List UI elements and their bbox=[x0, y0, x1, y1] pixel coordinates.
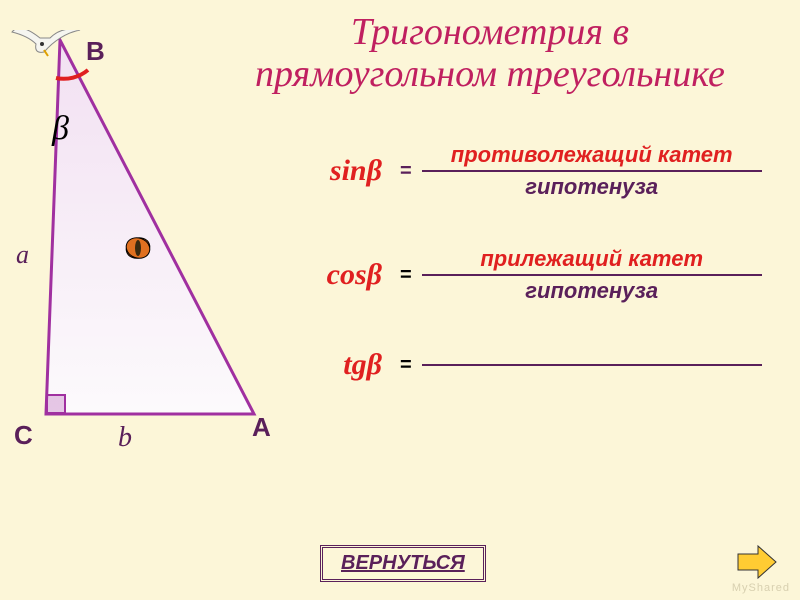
tg-fn-arg: β bbox=[367, 348, 382, 381]
next-arrow-button[interactable] bbox=[736, 544, 778, 580]
sin-fn-arg: β bbox=[367, 154, 382, 187]
cos-numerator: прилежащий катет bbox=[476, 244, 707, 274]
vertex-a-label: A bbox=[252, 412, 271, 443]
formula-cos: cosβ = прилежащий катет гипотенуза bbox=[300, 244, 790, 306]
cos-fn: cosβ bbox=[300, 258, 390, 292]
angle-beta-label: β bbox=[52, 110, 69, 148]
triangle-diagram: B C A a b β bbox=[10, 30, 290, 450]
sin-fn-name: sin bbox=[330, 154, 367, 187]
back-button-label: ВЕРНУТЬСЯ bbox=[341, 552, 465, 574]
watermark: MyShared bbox=[732, 582, 790, 594]
right-angle-marker bbox=[47, 395, 65, 413]
vertex-b-label: B bbox=[86, 36, 105, 67]
tg-fn: tgβ bbox=[300, 348, 390, 382]
cos-equals: = bbox=[390, 264, 422, 287]
sin-equals: = bbox=[390, 160, 422, 183]
triangle-shape bbox=[46, 40, 254, 414]
cos-fraction: прилежащий катет гипотенуза bbox=[422, 244, 762, 306]
tg-equals: = bbox=[390, 354, 422, 377]
bird-icon bbox=[12, 30, 80, 56]
vertex-c-label: C bbox=[14, 420, 33, 451]
side-b-label: b bbox=[118, 422, 132, 454]
sin-denominator: гипотенуза bbox=[521, 172, 662, 202]
cos-fn-name: cos bbox=[327, 258, 367, 291]
sin-fraction: противолежащий катет гипотенуза bbox=[422, 140, 762, 202]
back-button[interactable]: ВЕРНУТЬСЯ bbox=[320, 545, 486, 582]
tg-fraction bbox=[422, 360, 762, 370]
cos-fn-arg: β bbox=[367, 258, 382, 291]
formula-tg: tgβ = bbox=[300, 348, 790, 382]
cos-denominator: гипотенуза bbox=[521, 276, 662, 306]
formula-list: sinβ = противолежащий катет гипотенуза c… bbox=[300, 140, 790, 424]
tg-fn-name: tg bbox=[343, 348, 366, 381]
sin-fn: sinβ bbox=[300, 154, 390, 188]
sin-numerator: противолежащий катет bbox=[447, 140, 737, 170]
formula-sin: sinβ = противолежащий катет гипотенуза bbox=[300, 140, 790, 202]
triangle-svg bbox=[10, 30, 290, 450]
tg-denominator bbox=[588, 366, 596, 370]
side-a-label: a bbox=[16, 240, 29, 270]
